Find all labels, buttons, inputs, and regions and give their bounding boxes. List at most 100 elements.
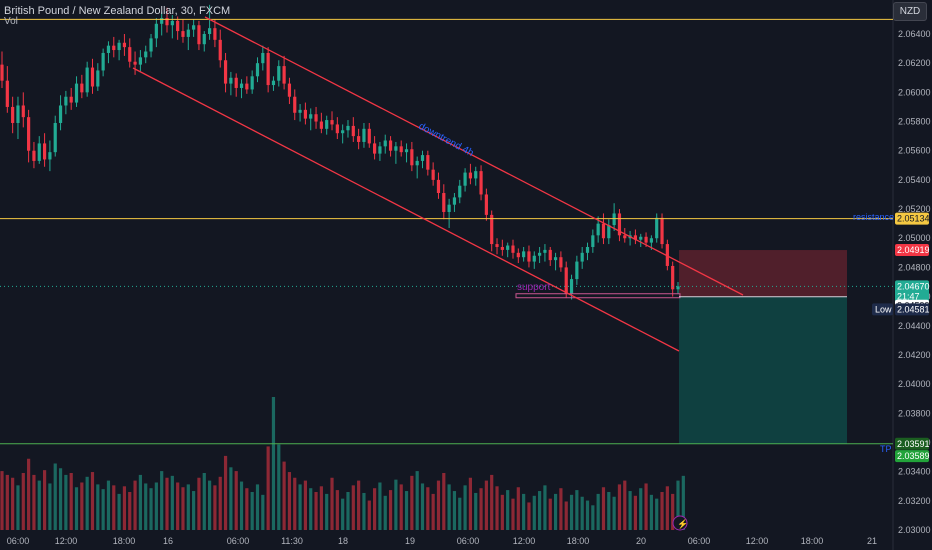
- price-label-last: 2.04670: [897, 281, 930, 291]
- candle-body: [463, 172, 467, 186]
- volume-bar: [37, 480, 41, 530]
- volume-bar: [511, 498, 515, 530]
- x-tick-label: 18:00: [567, 536, 590, 546]
- candle-body: [144, 51, 148, 58]
- candle-body: [53, 122, 57, 153]
- volume-bar: [495, 486, 499, 530]
- price-label-resistance-bg: [895, 212, 929, 225]
- candle-body: [32, 150, 36, 161]
- candle-body: [538, 252, 542, 256]
- volume-bar: [559, 488, 563, 530]
- candle-body: [74, 83, 79, 103]
- volume-bar: [5, 474, 9, 530]
- volume-bar: [346, 492, 350, 530]
- candle-body: [479, 171, 483, 195]
- annotation-tp-text: TP: [880, 444, 892, 454]
- candle-body: [474, 171, 478, 179]
- y-tick-label: 2.05000: [898, 233, 931, 243]
- x-tick-label: 18:00: [801, 536, 824, 546]
- price-label-tp-bg: [895, 450, 929, 463]
- volume-bar: [287, 472, 292, 530]
- symbol-title: British Pound / New Zealand Dollar, 30, …: [4, 5, 231, 17]
- x-tick-label: 06:00: [688, 536, 711, 546]
- volume-bar: [58, 468, 63, 530]
- volume-bar: [101, 489, 105, 530]
- price-label-last-bg: [895, 280, 929, 303]
- volume-bar: [138, 474, 142, 530]
- y-tick-label: 2.03000: [898, 525, 931, 535]
- candle-body: [234, 77, 238, 88]
- volume-bar: [106, 480, 111, 530]
- candle-body: [271, 80, 276, 86]
- volume-bar: [591, 505, 595, 530]
- annotation-resistance-text: resistance: [853, 212, 894, 222]
- candle-body: [186, 29, 190, 37]
- y-tick-label: 2.06200: [898, 58, 931, 68]
- candle-body: [357, 136, 361, 142]
- volume-bar: [458, 497, 462, 530]
- volume-bar: [468, 477, 473, 530]
- volume-bar: [607, 492, 611, 530]
- volume-bar: [335, 490, 339, 530]
- candle-body: [639, 236, 643, 240]
- currency-button[interactable]: NZD: [893, 2, 927, 21]
- volume-bar: [671, 493, 675, 530]
- volume-bar: [128, 492, 132, 530]
- volume-bar: [74, 487, 79, 530]
- candle-body: [548, 249, 552, 261]
- x-tick-label: 12:00: [513, 536, 536, 546]
- candle-body: [192, 25, 196, 30]
- candle-body: [495, 244, 499, 247]
- volume-bar: [165, 477, 169, 530]
- candle-body: [585, 246, 590, 253]
- volume-bar: [420, 483, 425, 530]
- candle-body: [0, 64, 4, 81]
- volume-bar: [325, 493, 329, 530]
- volume-bar: [122, 486, 127, 530]
- volume-bar: [543, 485, 547, 530]
- candle-body: [213, 28, 217, 40]
- candle-body: [415, 160, 419, 166]
- candle-body: [122, 42, 127, 48]
- candle-body: [303, 109, 307, 119]
- volume-bar: [676, 480, 680, 530]
- price-label-last-sub: 21:47: [897, 291, 920, 301]
- volume-bar: [69, 473, 73, 530]
- volume-bar: [176, 482, 180, 530]
- volume-bar: [223, 455, 228, 530]
- volume-bar: [144, 483, 148, 530]
- candle-body: [644, 236, 648, 243]
- candle-body: [351, 125, 355, 137]
- volume-bar: [298, 484, 302, 530]
- candle-body: [154, 23, 158, 39]
- candle-body: [388, 140, 393, 151]
- price-label-tp: 2.03589: [897, 451, 930, 461]
- volume-bar: [532, 495, 536, 530]
- volume-bar: [378, 482, 382, 530]
- volume-bar: [436, 480, 441, 530]
- volume-bar: [479, 488, 483, 530]
- volume-bar: [612, 496, 616, 530]
- volume-bar: [383, 495, 387, 530]
- volume-bar: [48, 483, 52, 530]
- volume-bar: [623, 480, 627, 530]
- candle-body: [293, 96, 297, 113]
- price-label-resistance: 2.05134: [897, 214, 930, 224]
- volume-bar: [197, 477, 201, 530]
- candle-body: [553, 257, 558, 261]
- candle-body: [468, 172, 473, 179]
- volume-bar: [192, 491, 196, 530]
- volume-indicator-label: Vol: [4, 16, 18, 27]
- candle-body: [335, 124, 339, 134]
- volume-bar: [186, 484, 190, 530]
- volume-bar: [239, 481, 244, 530]
- candle-body: [484, 194, 488, 215]
- volume-bar: [639, 488, 643, 530]
- y-tick-label: 2.04000: [898, 379, 931, 389]
- candle-body: [149, 38, 153, 52]
- candle-body: [298, 109, 302, 113]
- candle-body: [367, 128, 371, 144]
- price-label-stop: 2.04919: [897, 245, 930, 255]
- volume-bar: [431, 493, 435, 530]
